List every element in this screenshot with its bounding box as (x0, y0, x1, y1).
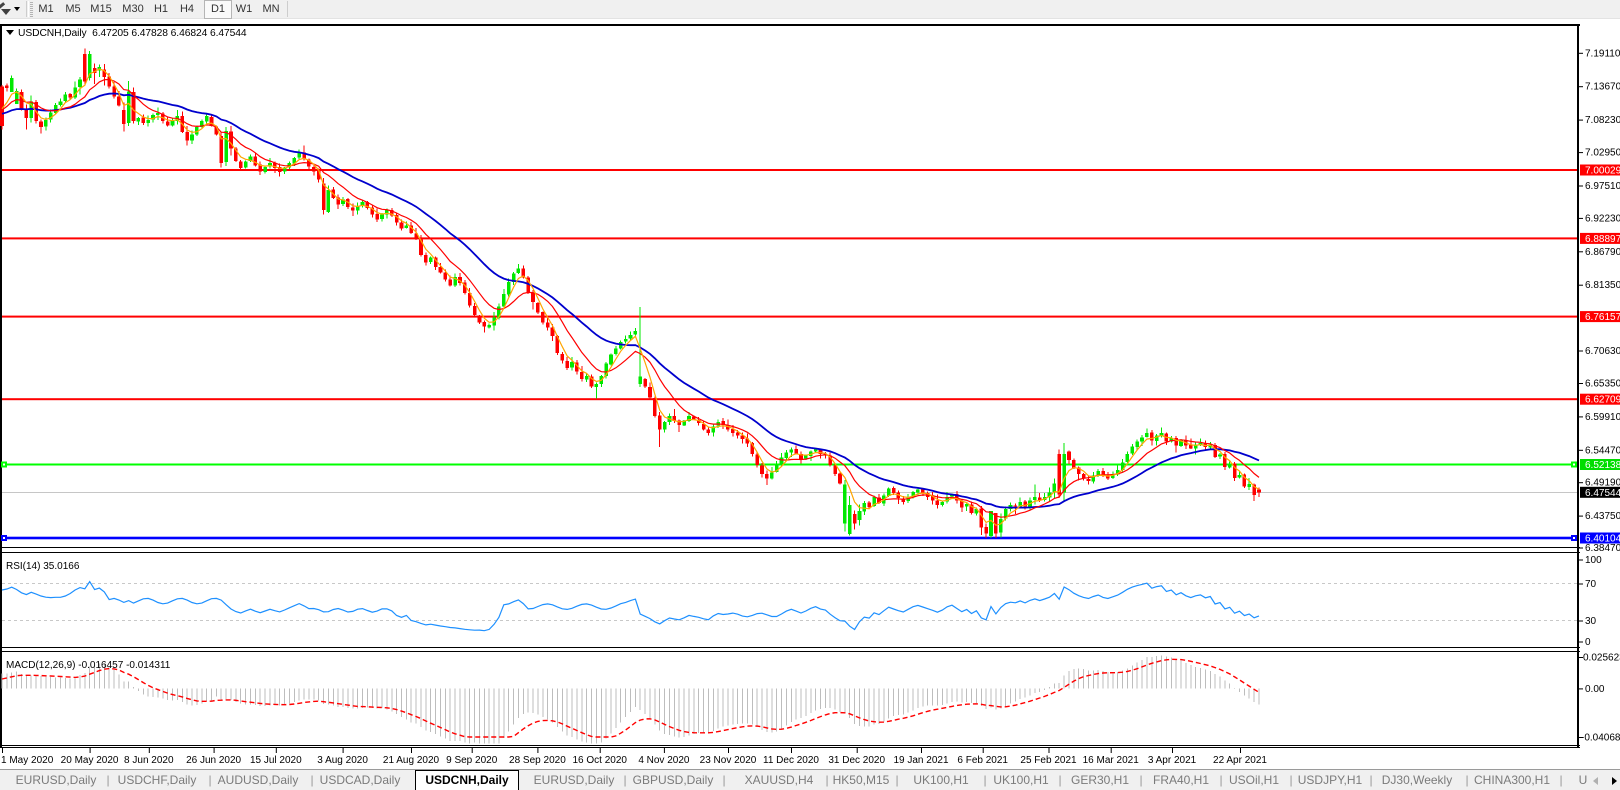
svg-text:28 Sep 2020: 28 Sep 2020 (509, 755, 566, 766)
svg-text:8 Jun 2020: 8 Jun 2020 (124, 755, 174, 766)
svg-text:7.13670: 7.13670 (1585, 82, 1620, 93)
svg-text:11 Dec 2020: 11 Dec 2020 (763, 755, 819, 766)
svg-text:6.70630: 6.70630 (1585, 346, 1620, 357)
svg-text:20 May 2020: 20 May 2020 (61, 755, 119, 766)
svg-text:30: 30 (1585, 616, 1597, 627)
svg-text:9 Sep 2020: 9 Sep 2020 (446, 755, 498, 766)
svg-text:6.86790: 6.86790 (1585, 247, 1620, 258)
svg-text:RSI(14) 35.0166: RSI(14) 35.0166 (6, 561, 80, 572)
svg-text:25 Feb 2021: 25 Feb 2021 (1020, 755, 1077, 766)
svg-text:19 Jan 2021: 19 Jan 2021 (893, 755, 948, 766)
svg-text:6.47544: 6.47544 (1585, 488, 1620, 499)
svg-text:26 Jun 2020: 26 Jun 2020 (186, 755, 241, 766)
svg-text:6.43750: 6.43750 (1585, 511, 1620, 522)
svg-text:1 May 2020: 1 May 2020 (1, 755, 54, 766)
svg-text:USDCNH,Daily 6.47205 6.47828: USDCNH,Daily 6.47205 6.47828 6.46824 6.4… (18, 28, 247, 39)
svg-text:6.49190: 6.49190 (1585, 478, 1620, 489)
svg-text:6 Feb 2021: 6 Feb 2021 (957, 755, 1008, 766)
svg-text:15 Jul 2020: 15 Jul 2020 (250, 755, 302, 766)
svg-text:6.81350: 6.81350 (1585, 280, 1620, 291)
svg-text:3 Aug 2020: 3 Aug 2020 (317, 755, 368, 766)
svg-text:6.40104: 6.40104 (1585, 534, 1620, 545)
svg-text:6.76157: 6.76157 (1585, 312, 1620, 323)
svg-text:7.08230: 7.08230 (1585, 115, 1620, 126)
svg-text:0.00: 0.00 (1585, 684, 1605, 695)
svg-text:3 Apr 2021: 3 Apr 2021 (1148, 755, 1197, 766)
svg-text:21 Aug 2020: 21 Aug 2020 (383, 755, 440, 766)
svg-text:23 Nov 2020: 23 Nov 2020 (700, 755, 757, 766)
svg-text:6.97510: 6.97510 (1585, 181, 1620, 192)
svg-text:6.62709: 6.62709 (1585, 395, 1620, 406)
svg-text:6.92230: 6.92230 (1585, 213, 1620, 224)
svg-text:6.38470: 6.38470 (1585, 543, 1620, 554)
svg-text:16 Oct 2020: 16 Oct 2020 (572, 755, 627, 766)
svg-text:7.02950: 7.02950 (1585, 148, 1620, 159)
svg-text:0.025623: 0.025623 (1583, 653, 1620, 664)
svg-text:100: 100 (1585, 555, 1602, 566)
svg-text:6.88897: 6.88897 (1585, 234, 1620, 245)
svg-text:6.59910: 6.59910 (1585, 412, 1620, 423)
svg-text:MACD(12,26,9) -0.016457 -0.014: MACD(12,26,9) -0.016457 -0.014311 (6, 660, 171, 671)
svg-text:-0.040687: -0.040687 (1581, 733, 1620, 744)
svg-text:31 Dec 2020: 31 Dec 2020 (828, 755, 885, 766)
svg-text:70: 70 (1585, 579, 1597, 590)
svg-text:0: 0 (1585, 637, 1591, 648)
svg-text:7.00029: 7.00029 (1585, 166, 1620, 177)
svg-text:4 Nov 2020: 4 Nov 2020 (638, 755, 690, 766)
svg-text:6.54470: 6.54470 (1585, 445, 1620, 456)
svg-text:7.19110: 7.19110 (1585, 48, 1620, 59)
svg-text:22 Apr 2021: 22 Apr 2021 (1213, 755, 1267, 766)
svg-text:16 Mar 2021: 16 Mar 2021 (1083, 755, 1140, 766)
svg-text:6.52138: 6.52138 (1585, 460, 1620, 471)
svg-text:6.65350: 6.65350 (1585, 379, 1620, 390)
